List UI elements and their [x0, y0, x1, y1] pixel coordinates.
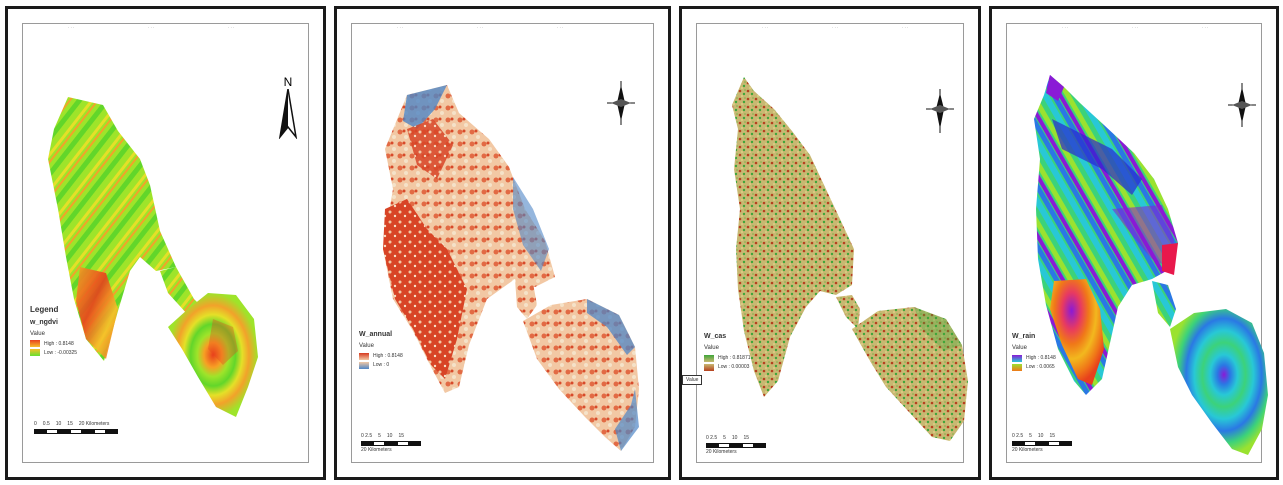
map-3-svg [732, 77, 968, 441]
study-area-corridor [1152, 281, 1176, 327]
study-area-corridor [836, 295, 860, 329]
study-area-corridor [515, 279, 537, 319]
legend-low-swatch [1012, 363, 1022, 371]
map-4-scale-bar: 0 2.5 5 10 15 20 Kilometers [1012, 433, 1072, 453]
map-neatline [1006, 23, 1262, 463]
legend-field: w_ngdvi [30, 318, 59, 326]
map-3-legend: W_cas Value High : 0.81871 Low : 0.00003 [704, 329, 751, 371]
map-2-scale-bar: 0 2.5 5 10 15 20 Kilometers [361, 433, 421, 453]
legend-low-swatch [30, 349, 40, 357]
map-2-svg [383, 85, 639, 451]
study-area-corridor [160, 267, 204, 315]
map-panel-4: · · · · · · · · · W_rain Value High : 0.… [989, 6, 1279, 480]
map-neatline [351, 23, 654, 463]
legend-high-swatch [30, 340, 40, 348]
legend-value-label: Value [30, 330, 45, 337]
north-label: N [283, 75, 293, 89]
map-3-scale-bar: 0 2.5 5 10 15 20 Kilometers [706, 435, 766, 455]
legend-low-label: Low : 0 [373, 362, 390, 369]
legend-high-swatch [1012, 354, 1022, 362]
map-neatline [22, 23, 309, 463]
map-4-legend: W_rain Value High : 0.8148 Low : 0.0065 [1012, 329, 1056, 371]
legend-high-label: High : 0.8148 [44, 340, 74, 347]
legend-value-label: Value [359, 343, 374, 350]
legend-low-swatch [359, 361, 369, 369]
legend-field: W_rain [1012, 333, 1036, 340]
map-panel-3: · · · · · · · · · W_cas Value High : 0.8… [679, 6, 981, 480]
legend-low-swatch [704, 363, 714, 371]
legend-low-label: Low : 0.0065 [1026, 364, 1055, 371]
study-area-southeast [168, 293, 258, 417]
study-area-region [732, 77, 854, 397]
legend-value-label: Value [704, 345, 719, 352]
study-area-southeast [1170, 309, 1268, 455]
north-arrow-icon: N [278, 75, 298, 144]
study-area-southeast [852, 307, 968, 441]
legend-high-swatch [359, 352, 369, 360]
legend-low-label: Low : -0.00325 [44, 349, 78, 356]
map-1-svg [48, 97, 258, 417]
study-area-hotspot [76, 267, 118, 359]
map-4-svg [1034, 75, 1268, 455]
legend-high-label: High : 0.8148 [1026, 355, 1056, 362]
legend-low-label: Low : 0.00003 [718, 364, 750, 371]
map-1-scale-bar: 0 0.5 10 15 20 Kilometers [34, 421, 118, 434]
map-neatline [696, 23, 964, 463]
study-area-southeast [523, 299, 639, 451]
legend-value-label: Value [1012, 345, 1027, 352]
legend-field: W_annual [359, 331, 393, 338]
legend-high-swatch [704, 354, 714, 362]
legend-high-label: High : 0.81871 [718, 355, 751, 362]
map-panel-1: · · · · · · · · · N Legend w_ngdvi Value… [5, 6, 326, 480]
legend-field: W_cas [704, 333, 727, 340]
legend-title: Legend [30, 305, 59, 314]
legend-high-label: High : 0.8148 [373, 353, 403, 360]
map-panel-2: · · · · · · · · · W_annual Value High : … [334, 6, 671, 480]
identify-callout: Value [682, 375, 703, 385]
map-2-legend: W_annual Value High : 0.8148 Low : 0 [359, 327, 403, 369]
map-1-legend: Legend w_ngdvi Value High : 0.8148 Low :… [30, 305, 78, 357]
